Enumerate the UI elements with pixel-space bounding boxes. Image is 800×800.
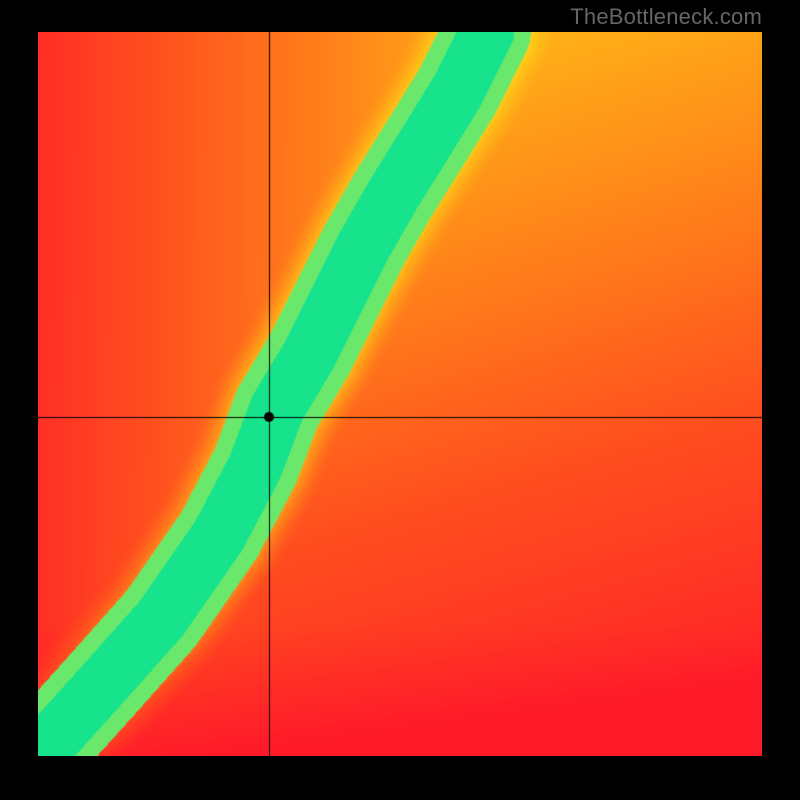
heatmap-canvas [38, 32, 762, 756]
heatmap-plot [38, 32, 762, 756]
watermark-text: TheBottleneck.com [570, 4, 762, 30]
